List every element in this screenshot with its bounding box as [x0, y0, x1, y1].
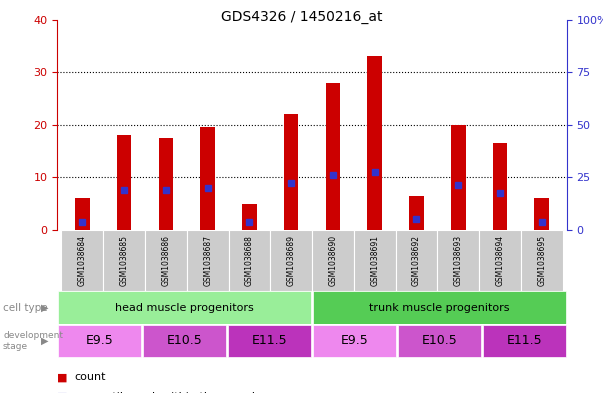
Text: E9.5: E9.5	[341, 334, 368, 347]
Text: GDS4326 / 1450216_at: GDS4326 / 1450216_at	[221, 10, 382, 24]
Bar	[187, 230, 229, 291]
Bar	[284, 114, 298, 230]
Bar	[479, 230, 521, 291]
Bar	[200, 127, 215, 230]
Bar	[326, 83, 340, 230]
Text: head muscle progenitors: head muscle progenitors	[115, 303, 254, 312]
Bar	[313, 325, 396, 357]
Bar	[313, 292, 566, 323]
Bar	[451, 125, 466, 230]
Bar	[521, 230, 563, 291]
Text: E11.5: E11.5	[252, 334, 288, 347]
Text: count: count	[74, 372, 106, 382]
Bar	[534, 198, 549, 230]
Text: GSM1038688: GSM1038688	[245, 235, 254, 286]
Text: GSM1038689: GSM1038689	[286, 235, 295, 286]
Bar	[117, 135, 131, 230]
Bar	[58, 292, 311, 323]
Bar	[483, 325, 566, 357]
Bar	[493, 143, 507, 230]
Text: percentile rank within the sample: percentile rank within the sample	[74, 392, 262, 393]
Bar	[143, 325, 226, 357]
Bar	[75, 198, 90, 230]
Bar	[270, 230, 312, 291]
Text: GSM1038686: GSM1038686	[162, 235, 171, 286]
Bar	[398, 325, 481, 357]
Text: ▶: ▶	[41, 336, 48, 346]
Text: GSM1038695: GSM1038695	[537, 235, 546, 286]
Text: ▶: ▶	[41, 303, 48, 312]
Text: E11.5: E11.5	[507, 334, 542, 347]
Bar	[159, 138, 173, 230]
Text: GSM1038693: GSM1038693	[453, 235, 463, 286]
Bar	[228, 325, 311, 357]
Bar	[58, 325, 141, 357]
Text: ■: ■	[57, 392, 68, 393]
Text: GSM1038692: GSM1038692	[412, 235, 421, 286]
Bar	[367, 57, 382, 230]
Text: ■: ■	[57, 372, 68, 382]
Text: E9.5: E9.5	[86, 334, 113, 347]
Text: development
stage: development stage	[3, 331, 63, 351]
Text: GSM1038687: GSM1038687	[203, 235, 212, 286]
Bar	[145, 230, 187, 291]
Bar	[409, 196, 424, 230]
Bar	[62, 230, 103, 291]
Bar	[103, 230, 145, 291]
Text: E10.5: E10.5	[167, 334, 203, 347]
Text: cell type: cell type	[3, 303, 48, 312]
Text: GSM1038691: GSM1038691	[370, 235, 379, 286]
Bar	[229, 230, 270, 291]
Text: E10.5: E10.5	[421, 334, 457, 347]
Bar	[312, 230, 354, 291]
Text: GSM1038694: GSM1038694	[496, 235, 505, 286]
Text: trunk muscle progenitors: trunk muscle progenitors	[369, 303, 510, 312]
Bar	[396, 230, 437, 291]
Text: GSM1038684: GSM1038684	[78, 235, 87, 286]
Bar	[242, 204, 257, 230]
Bar	[437, 230, 479, 291]
Bar	[354, 230, 396, 291]
Text: GSM1038685: GSM1038685	[119, 235, 128, 286]
Text: GSM1038690: GSM1038690	[329, 235, 338, 286]
